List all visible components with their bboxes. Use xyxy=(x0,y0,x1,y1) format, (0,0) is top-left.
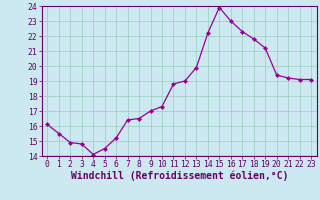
X-axis label: Windchill (Refroidissement éolien,°C): Windchill (Refroidissement éolien,°C) xyxy=(70,171,288,181)
